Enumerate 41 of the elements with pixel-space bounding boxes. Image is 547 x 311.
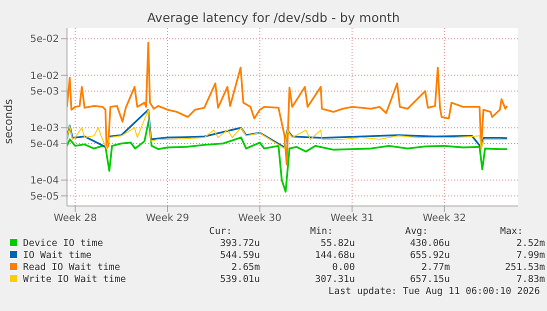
text: Avg:: [404, 226, 429, 238]
y-tick-label: 5e-03: [30, 86, 59, 98]
legend-label: Write IO Wait time: [22, 274, 127, 286]
text: 0.00: [331, 262, 355, 274]
text: 2.77m: [420, 262, 450, 274]
text: Last update: Tue Aug 11 06:00:10 2026: [327, 286, 540, 298]
text: 307.31u: [314, 274, 355, 286]
text: 655.92u: [408, 250, 450, 262]
text: 393.72u: [218, 238, 260, 250]
text: Max:: [499, 226, 524, 238]
y-tick-label: 5e-04: [30, 139, 59, 150]
text: 251.53m: [504, 262, 545, 274]
text: 7.83m: [515, 274, 545, 286]
y-tick-label: 1e-03: [30, 123, 59, 134]
text: 7.99m: [515, 250, 545, 262]
legend-label: Read IO Wait time: [22, 262, 122, 274]
x-tick-label: Week 30: [238, 213, 282, 224]
text: 544.59u: [218, 250, 260, 262]
text: 539.01u: [218, 274, 260, 286]
x-tick-label: Week 31: [330, 213, 374, 224]
x-tick-label: Week 29: [146, 213, 190, 224]
text: 2.52m: [515, 238, 545, 250]
y-tick-label: 1e-02: [30, 70, 59, 82]
line-series: [67, 119, 508, 193]
chart-title: Average latency for /dev/sdb - by month: [146, 10, 401, 25]
text: 430.06u: [408, 238, 450, 250]
text: Cur:: [208, 226, 233, 238]
text: 144.68u: [314, 250, 355, 262]
x-tick-label: Week 32: [422, 213, 466, 224]
legend-label: IO Wait time: [22, 250, 93, 262]
line-series: [67, 42, 508, 166]
text: Min:: [309, 226, 334, 238]
text: 2.65m: [230, 262, 260, 274]
y-tick-label: 1e-04: [30, 176, 59, 187]
text: 55.82u: [320, 238, 355, 250]
legend-label: Device IO time: [22, 238, 104, 250]
y-tick-label: 5e-02: [30, 34, 59, 46]
y-tick-label: 5e-05: [30, 191, 59, 202]
text: 657.15u: [408, 274, 450, 286]
x-tick-label: Week 28: [54, 213, 97, 224]
y-axis-title: seconds: [2, 99, 15, 144]
